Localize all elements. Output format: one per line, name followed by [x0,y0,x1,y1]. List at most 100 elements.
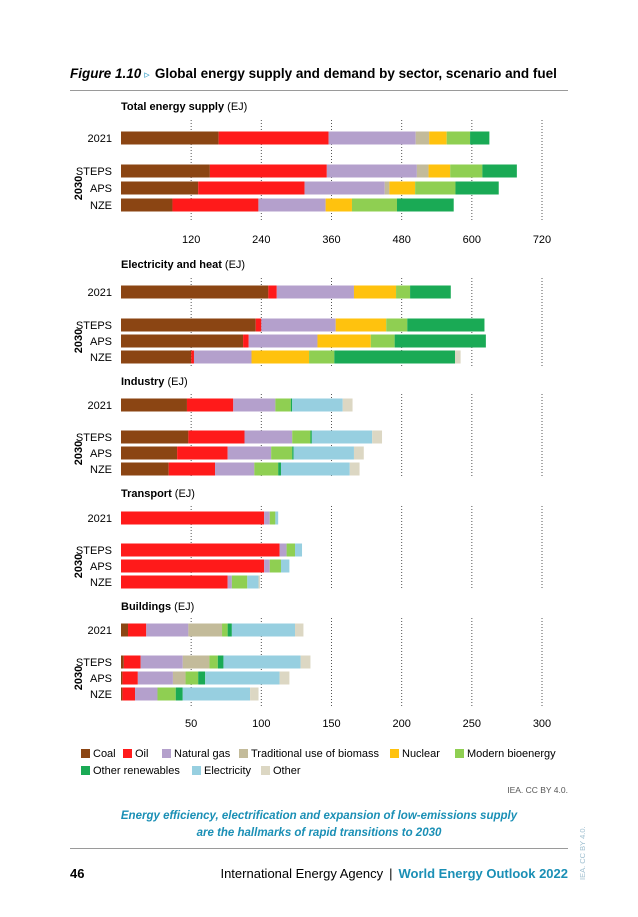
bar-segment-coal [121,462,169,476]
tick-label: 480 [392,234,410,246]
bar-segment-modern-bioenergy [415,181,456,195]
bar-segment-natural-gas [193,350,252,364]
bar-segment-natural-gas [261,318,336,332]
bar-segment-electricity [311,430,373,444]
category-label: 2021 [88,133,112,145]
bar-segment-traditional-use-of-biomass [416,164,429,178]
bar-segment-natural-gas [276,285,354,299]
bar-segment-natural-gas [326,164,417,178]
legend-label: Traditional use of biomass [251,748,379,760]
bar-segment-traditional-use-of-biomass [182,655,210,669]
legend-label: Other renewables [93,765,180,777]
legend-swatch [239,749,248,758]
tick-label: 200 [392,718,410,730]
bar-segment-modern-bioenergy [231,575,248,589]
bar-segment-coal [121,350,192,364]
bar-segment-other-renewables [198,671,206,685]
bar-segment-other [258,575,260,589]
bar-segment-nuclear [429,131,447,145]
bar-segment-modern-bioenergy [396,285,411,299]
bar-segment-traditional-use-of-biomass [384,181,390,195]
category-label: 2021 [88,287,112,299]
panel-title-unit: (EJ) [172,488,195,500]
bar-segment-other-renewables [227,623,232,637]
legend-label: Oil [135,748,148,760]
bar-segment-other [353,446,364,460]
category-label: STEPS [76,657,112,669]
bar-segment-modern-bioenergy [222,623,228,637]
triangle-icon: ▹ [144,69,150,81]
category-label: APS [90,183,112,195]
bar-segment-oil [168,462,216,476]
panel-title-unit: (EJ) [164,376,187,388]
bar-segment-nuclear [325,198,352,212]
bar-segment-oil [121,543,280,557]
bar-segment-other-renewables [407,318,485,332]
bar-segment-modern-bioenergy [269,559,281,573]
category-label: NZE [90,464,112,476]
bar-segment-electricity [280,462,350,476]
tick-label: 360 [322,234,340,246]
bar-segment-natural-gas [140,655,183,669]
bar-segment-modern-bioenergy [185,671,199,685]
bar-segment-other-renewables [470,131,490,145]
bar-segment-electricity [292,398,343,412]
category-label: APS [90,673,112,685]
bar-segment-electricity [295,543,303,557]
bar-segment-modern-bioenergy [386,318,408,332]
bar-segment-modern-bioenergy [254,462,279,476]
bar-segment-electricity [231,623,296,637]
bar-segment-coal [121,131,219,145]
legend-label: Modern bioenergy [467,748,556,760]
panel-title: Industry (EJ) [121,376,188,388]
bar-segment-other-renewables [410,285,451,299]
panel-title-text: Total energy supply [121,101,225,113]
footer-organization: International Energy Agency [220,866,384,881]
bar-segment-other-renewables [455,181,499,195]
category-label: STEPS [76,166,112,178]
bar-segment-other-renewables [278,462,281,476]
bar-segment-coal [121,318,256,332]
bar-segment-oil [191,350,194,364]
bar-segment-natural-gas [135,687,158,701]
bar-segment-coal [121,334,244,348]
bar-segment-modern-bioenergy [209,655,218,669]
caption-line-1: Energy efficiency, electrification and e… [120,810,518,822]
bar-segment-oil [209,164,327,178]
bar-segment-traditional-use-of-biomass [172,671,186,685]
bar-segment-oil [122,671,138,685]
tick-label: 150 [322,718,340,730]
year-group-label: 2030 [73,666,85,690]
tick-label: 600 [463,234,481,246]
bar-segment-electricity [182,687,251,701]
category-label: APS [90,561,112,573]
bar-segment-oil [243,334,249,348]
bar-segment-other-renewables [482,164,517,178]
bar-segment-natural-gas [248,334,318,348]
bar-segment-natural-gas [146,623,189,637]
bar-segment-oil [172,198,259,212]
bar-segment-natural-gas [328,131,416,145]
legend-swatch [81,749,90,758]
bar-segment-other-renewables [292,446,294,460]
bar-segment-other-renewables [175,687,183,701]
bar-segment-other-renewables [394,334,486,348]
bar-segment-other [295,623,304,637]
bar-segment-coal [121,285,269,299]
panel-title: Electricity and heat (EJ) [121,259,245,271]
panel-title-text: Transport [121,488,172,500]
bar-segment-other [300,655,311,669]
category-label: NZE [90,577,112,589]
bar-segment-oil [123,655,141,669]
bar-segment-natural-gas [264,559,270,573]
bar-segment-other-renewables [310,430,312,444]
bar-segment-nuclear [353,285,397,299]
bar-segment-electricity [275,511,279,525]
bar-segment-electricity [293,446,354,460]
bar-segment-nuclear [317,334,371,348]
legend-swatch [192,766,201,775]
bar-segment-modern-bioenergy [446,131,471,145]
bar-segment-other [342,398,353,412]
bar-segment-traditional-use-of-biomass [188,623,223,637]
bar-segment-natural-gas [244,430,293,444]
